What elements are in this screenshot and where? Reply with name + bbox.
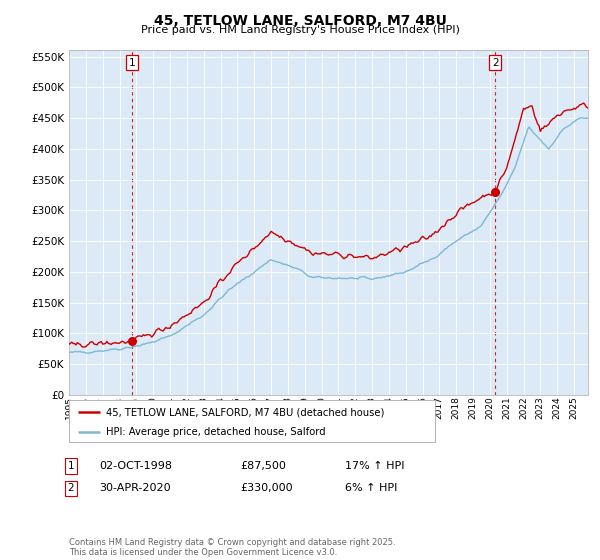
Text: Price paid vs. HM Land Registry's House Price Index (HPI): Price paid vs. HM Land Registry's House … (140, 25, 460, 35)
Text: Contains HM Land Registry data © Crown copyright and database right 2025.
This d: Contains HM Land Registry data © Crown c… (69, 538, 395, 557)
Text: 2: 2 (67, 483, 74, 493)
Text: 45, TETLOW LANE, SALFORD, M7 4BU: 45, TETLOW LANE, SALFORD, M7 4BU (154, 14, 446, 28)
Text: 02-OCT-1998: 02-OCT-1998 (99, 461, 172, 471)
Text: HPI: Average price, detached house, Salford: HPI: Average price, detached house, Salf… (106, 427, 325, 437)
Text: 6% ↑ HPI: 6% ↑ HPI (345, 483, 397, 493)
Text: 17% ↑ HPI: 17% ↑ HPI (345, 461, 404, 471)
Text: £87,500: £87,500 (240, 461, 286, 471)
Text: 2: 2 (492, 58, 499, 68)
Text: 1: 1 (129, 58, 136, 68)
Text: 1: 1 (67, 461, 74, 471)
Text: 30-APR-2020: 30-APR-2020 (99, 483, 170, 493)
Text: 45, TETLOW LANE, SALFORD, M7 4BU (detached house): 45, TETLOW LANE, SALFORD, M7 4BU (detach… (106, 407, 384, 417)
Text: £330,000: £330,000 (240, 483, 293, 493)
